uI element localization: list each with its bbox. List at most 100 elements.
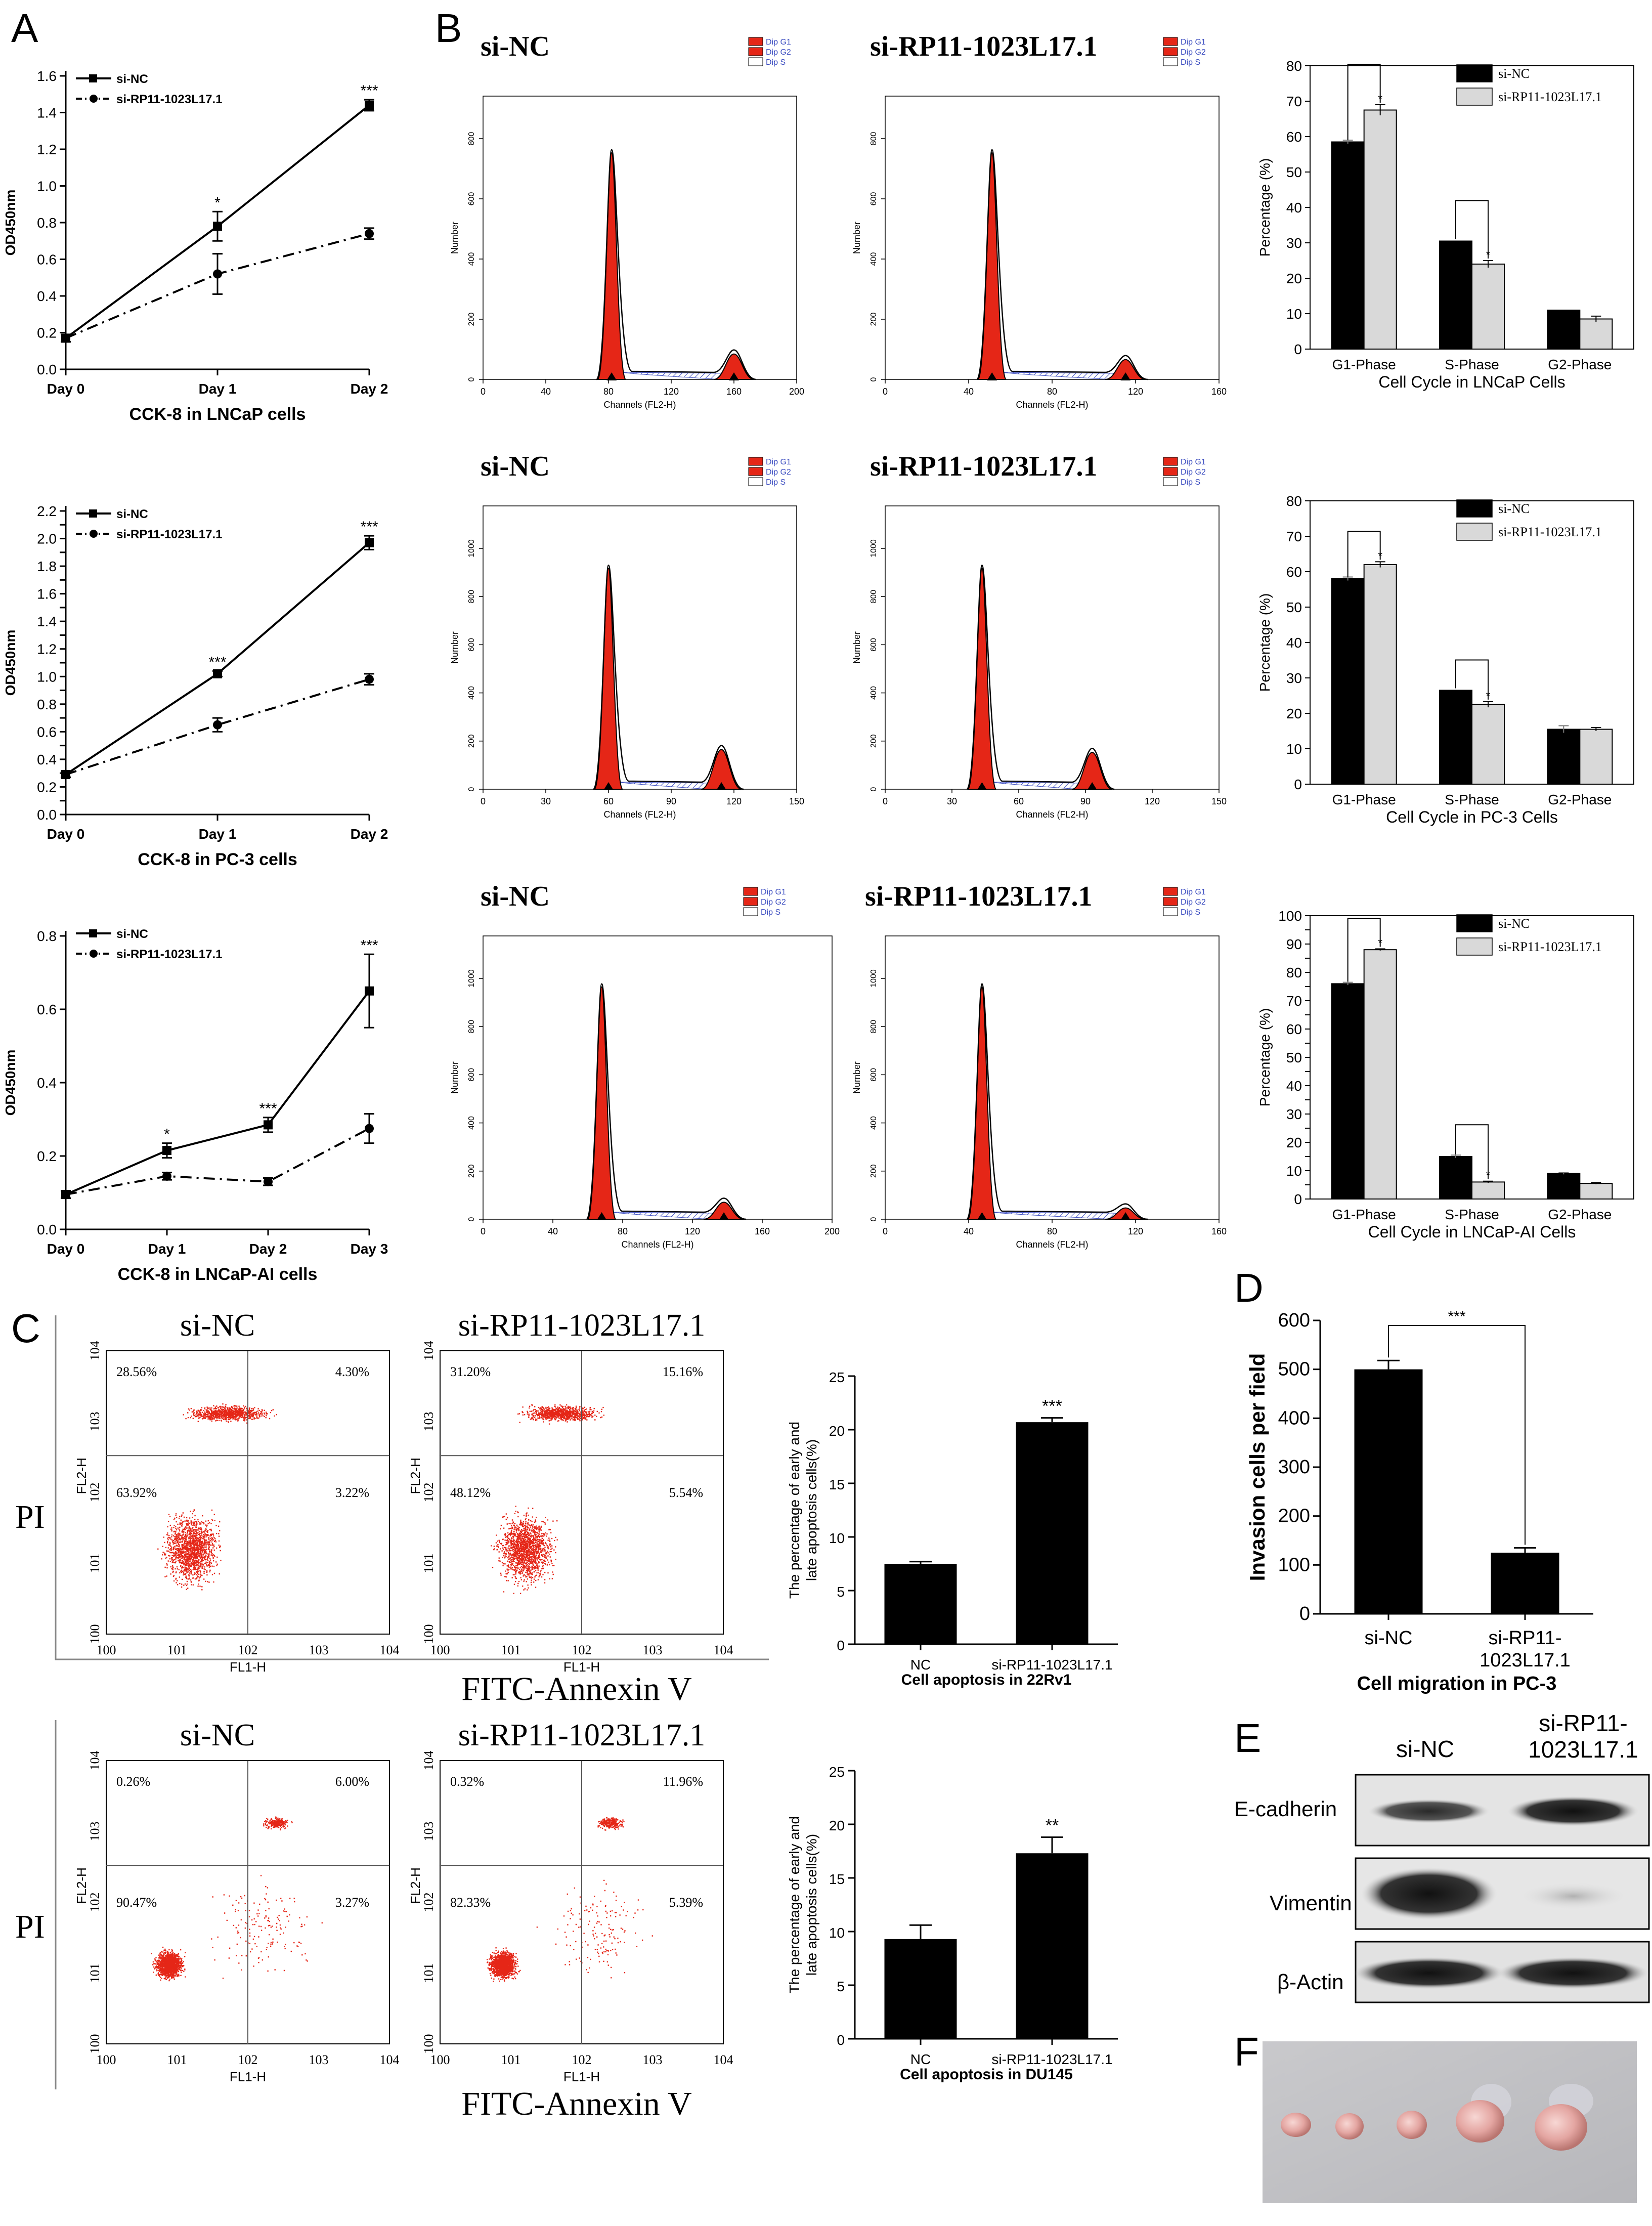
bar-series-0 bbox=[1331, 983, 1365, 1200]
y-tick-label: 200 bbox=[467, 734, 476, 748]
x-tick-label: 1023L17.1 bbox=[1480, 1650, 1571, 1671]
legend-label: Dip S bbox=[1181, 58, 1200, 67]
x-tick-label: 90 bbox=[1080, 796, 1091, 806]
x-tick-label: 150 bbox=[1211, 796, 1227, 806]
y-tick-label: 2.0 bbox=[37, 531, 57, 547]
y-tick-label: 104 bbox=[88, 1341, 102, 1361]
y-axis-label: Percentage (%) bbox=[1257, 1008, 1273, 1107]
data-point-circle bbox=[264, 1177, 273, 1186]
legend-label: si-RP11-1023L17.1 bbox=[116, 93, 222, 106]
y-tick-label: 0.6 bbox=[37, 724, 57, 740]
x-tick-label: 120 bbox=[1145, 796, 1160, 806]
y-tick-label: 100 bbox=[88, 1624, 102, 1644]
g2-peak bbox=[701, 749, 742, 790]
data-point-square bbox=[213, 222, 222, 231]
y-tick-label: 10 bbox=[1286, 1163, 1302, 1179]
flow-scatter-points bbox=[491, 1404, 604, 1594]
y-tick-label: 1.2 bbox=[37, 641, 57, 657]
legend-label: Dip S bbox=[766, 478, 786, 487]
y-tick-label: 0.0 bbox=[37, 1222, 57, 1237]
x-tick-label: 120 bbox=[664, 387, 679, 397]
flow-sample-label: si-NC bbox=[180, 1718, 255, 1752]
y-axis-label: OD450nm bbox=[3, 1050, 18, 1116]
y-tick-label: 0 bbox=[467, 1217, 476, 1221]
significance-mark: *** bbox=[1042, 1397, 1062, 1416]
fit-curve bbox=[976, 149, 1148, 380]
y-tick-label: 50 bbox=[1286, 600, 1302, 615]
y-tick-label: 30 bbox=[1286, 1106, 1302, 1122]
legend-swatch bbox=[1456, 499, 1493, 518]
x-axis-label: FL1-H bbox=[563, 2069, 600, 2084]
y-axis-label: Percentage (%) bbox=[1257, 158, 1273, 257]
significance-mark: * bbox=[1378, 549, 1382, 562]
legend-label: Dip G1 bbox=[1181, 38, 1206, 47]
y-tick-label: 5 bbox=[837, 1979, 845, 1994]
x-tick-label: G2-Phase bbox=[1548, 1207, 1612, 1222]
y-axis-label: Number bbox=[450, 222, 460, 254]
plot-frame bbox=[885, 935, 1220, 1220]
x-tick-label: Day 1 bbox=[199, 826, 237, 842]
data-point-circle bbox=[213, 269, 222, 279]
y-tick-label: 60 bbox=[1286, 564, 1302, 580]
y-tick-label: 60 bbox=[1286, 1021, 1302, 1037]
y-tick-label: 103 bbox=[88, 1822, 102, 1842]
chart-title: CCK-8 in LNCaP cells bbox=[129, 405, 306, 424]
sample-label: si-RP11-1023L17.1 bbox=[865, 881, 1093, 912]
y-axis-label: The percentage of early and bbox=[787, 1422, 802, 1599]
x-tick-label: Day 2 bbox=[351, 381, 388, 397]
x-tick-label: 60 bbox=[603, 796, 614, 806]
y-tick-label: 101 bbox=[88, 1963, 102, 1983]
significance-bracket bbox=[1455, 200, 1489, 259]
legend-swatch bbox=[1163, 907, 1178, 916]
bar-series-1 bbox=[1471, 264, 1505, 350]
y-tick-label: 104 bbox=[421, 1751, 436, 1771]
sample-label: si-NC bbox=[481, 451, 550, 482]
pi-axis-label: PI bbox=[15, 1499, 45, 1535]
legend-label: si-NC bbox=[1498, 66, 1530, 81]
y-tick-label: 200 bbox=[870, 313, 878, 326]
y-tick-label: 10 bbox=[829, 1925, 845, 1941]
x-tick-label: si-RP11-1023L17.1 bbox=[991, 1657, 1112, 1673]
tumor-sample-5 bbox=[1535, 2104, 1587, 2151]
x-axis-label: Channels (FL2-H) bbox=[603, 400, 676, 410]
tumor-sample-4 bbox=[1456, 2100, 1504, 2143]
bar-series-1 bbox=[1471, 1181, 1505, 1200]
flow-scatter-points bbox=[487, 1817, 653, 1982]
y-axis-label: Percentage (%) bbox=[1257, 593, 1273, 692]
x-tick-label: 103 bbox=[643, 2052, 663, 2067]
y-tick-label: 0.2 bbox=[37, 1148, 57, 1164]
legend-swatch bbox=[743, 887, 758, 896]
significance-mark: *** bbox=[360, 937, 378, 954]
y-tick-label: 800 bbox=[467, 1020, 476, 1034]
x-tick-label: Day 0 bbox=[47, 381, 85, 397]
bar-chart-cell-migration-pc3: 0 100 200 300 400 500 600 si-NC si-RP11-1023L17.… bbox=[1245, 1308, 1593, 1694]
y-tick-label: 50 bbox=[1286, 164, 1302, 180]
y-tick-label: 100 bbox=[1278, 1554, 1310, 1575]
legend-swatch bbox=[1163, 887, 1178, 896]
bar-series-0 bbox=[1547, 729, 1581, 785]
y-tick-label: 0 bbox=[1294, 777, 1302, 792]
tumor-photo bbox=[1263, 2041, 1637, 2203]
significance-mark: *** bbox=[1448, 1308, 1465, 1325]
x-axis-label: Channels (FL2-H) bbox=[621, 1239, 693, 1250]
y-tick-label: 600 bbox=[467, 1068, 476, 1082]
legend-label: Dip G2 bbox=[1181, 48, 1206, 57]
y-tick-label: 0 bbox=[1294, 1191, 1302, 1207]
y-axis-label: FL2-H bbox=[408, 1867, 423, 1904]
significance-mark: * bbox=[214, 194, 221, 211]
x-tick-label: si-RP11- bbox=[1489, 1628, 1562, 1649]
legend-swatch bbox=[748, 57, 763, 66]
legend-swatch bbox=[1163, 467, 1178, 476]
y-tick-label: 800 bbox=[870, 1020, 878, 1034]
g1-marker bbox=[987, 372, 997, 380]
g2-peak bbox=[1071, 752, 1113, 790]
y-tick-label: 1.6 bbox=[37, 68, 57, 84]
x-tick-label: 101 bbox=[501, 1643, 521, 1657]
data-point-circle bbox=[365, 229, 374, 238]
y-tick-label: 103 bbox=[88, 1412, 102, 1432]
y-tick-label: 0.4 bbox=[37, 1075, 57, 1091]
line-chart-pc3: 0.0 0.2 0.4 0.6 0.8 1.0 1.2 1.4 1.6 1.8 2.0 2.2 Day … bbox=[3, 503, 388, 869]
data-point-square bbox=[365, 538, 374, 547]
